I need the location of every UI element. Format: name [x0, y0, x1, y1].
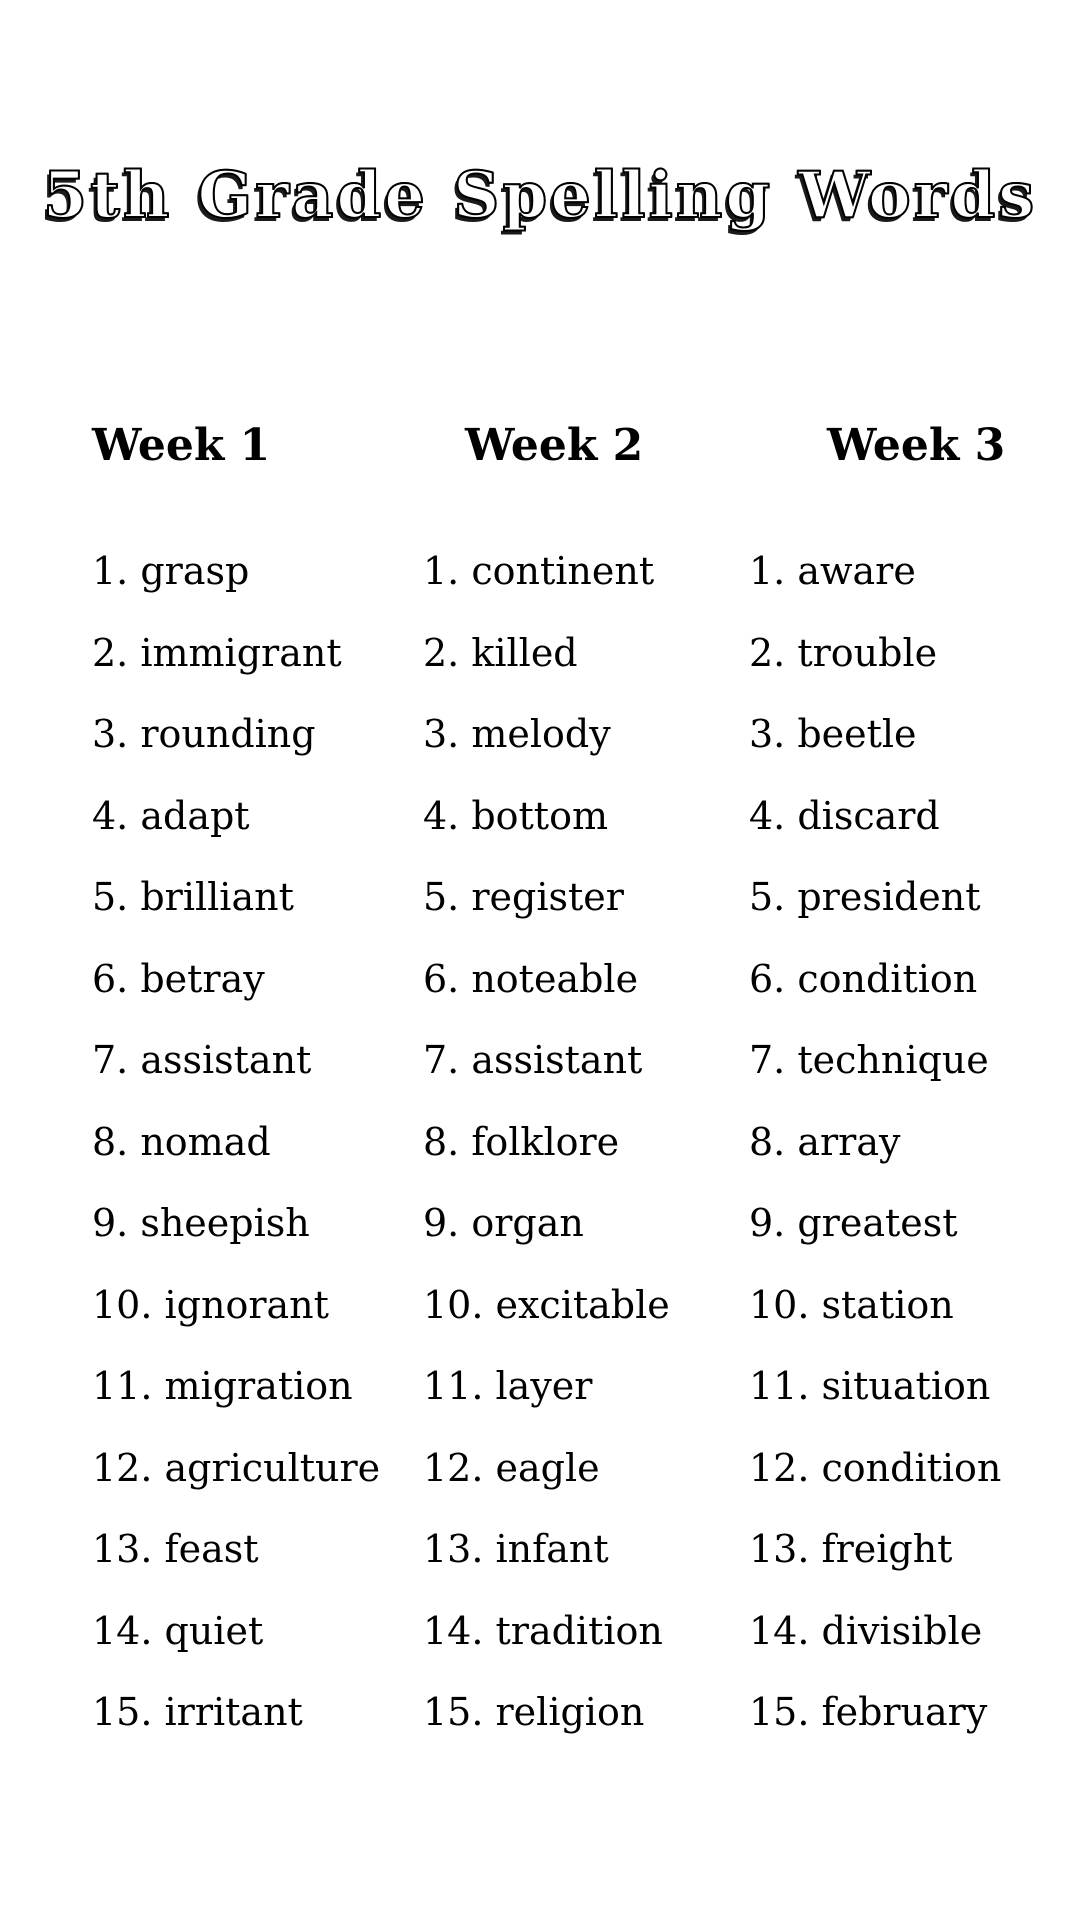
word-item: 9. sheepish [92, 1201, 310, 1245]
word-item: 5. president [749, 875, 981, 919]
word-item: 12. condition [749, 1445, 1002, 1490]
week-3-word-list: 1. aware 2. trouble 3. beetle 4. discard 5. … [749, 531, 1005, 1754]
word-item: 2. killed [423, 630, 578, 675]
page-title: 5th Grade Spelling Words [42, 157, 1038, 234]
word-item: 1. aware [749, 549, 916, 593]
word-item: 2. immigrant [92, 630, 342, 675]
word-item: 6. condition [749, 956, 978, 1001]
word-item: 10. excitable [423, 1282, 670, 1327]
word-item: 11. layer [423, 1364, 593, 1408]
word-item: 14. divisible [749, 1608, 983, 1653]
word-item: 1. grasp [92, 549, 250, 593]
word-item: 15. february [749, 1690, 988, 1734]
week-3-header: Week 3 [827, 420, 1006, 471]
word-item: 3. melody [423, 712, 611, 756]
word-item: 8. array [749, 1119, 901, 1164]
week-2-header: Week 2 [465, 420, 644, 471]
word-item: 9. greatest [749, 1201, 958, 1245]
week-2-word-list: 1. continent 2. killed 3. melody 4. bottom 5… [423, 531, 670, 1754]
word-item: 3. rounding [92, 712, 316, 756]
week-2-column: Week 2 1. continent 2. killed 3. melody 4. … [423, 418, 670, 1754]
week-1-column: Week 1 1. grasp 2. immigrant 3. rounding 4.… [92, 418, 380, 1754]
word-item: 3. beetle [749, 712, 917, 756]
word-item: 15. irritant [92, 1690, 303, 1734]
word-item: 10. station [749, 1282, 954, 1327]
word-item: 6. betray [92, 956, 265, 1001]
word-item: 2. trouble [749, 630, 938, 675]
word-item: 7. technique [749, 1038, 989, 1082]
word-item: 5. brilliant [92, 875, 294, 919]
week-3-column: Week 3 1. aware 2. trouble 3. beetle 4. dis… [749, 418, 1005, 1754]
word-item: 13. feast [92, 1527, 259, 1571]
word-item: 4. adapt [92, 793, 250, 838]
word-item: 12. agriculture [92, 1445, 381, 1490]
word-item: 8. nomad [92, 1119, 271, 1164]
word-item: 12. eagle [423, 1445, 600, 1490]
word-item: 8. folklore [423, 1119, 620, 1164]
week-1-word-list: 1. grasp 2. immigrant 3. rounding 4. adapt 5… [92, 531, 380, 1754]
word-item: 7. assistant [92, 1038, 312, 1082]
word-item: 11. migration [92, 1364, 353, 1408]
word-item: 14. quiet [92, 1608, 264, 1653]
word-item: 13. freight [749, 1527, 953, 1571]
word-item: 10. ignorant [92, 1282, 329, 1327]
word-item: 9. organ [423, 1201, 584, 1245]
week-1-header: Week 1 [92, 420, 271, 471]
word-item: 5. register [423, 875, 624, 919]
word-item: 7. assistant [423, 1038, 643, 1082]
word-item: 4. bottom [423, 793, 608, 838]
word-item: 15. religion [423, 1690, 645, 1734]
word-item: 4. discard [749, 793, 940, 838]
word-item: 14. tradition [423, 1608, 663, 1653]
word-item: 13. infant [423, 1527, 609, 1571]
word-item: 11. situation [749, 1364, 991, 1408]
word-item: 6. noteable [423, 956, 639, 1001]
word-item: 1. continent [423, 549, 655, 593]
